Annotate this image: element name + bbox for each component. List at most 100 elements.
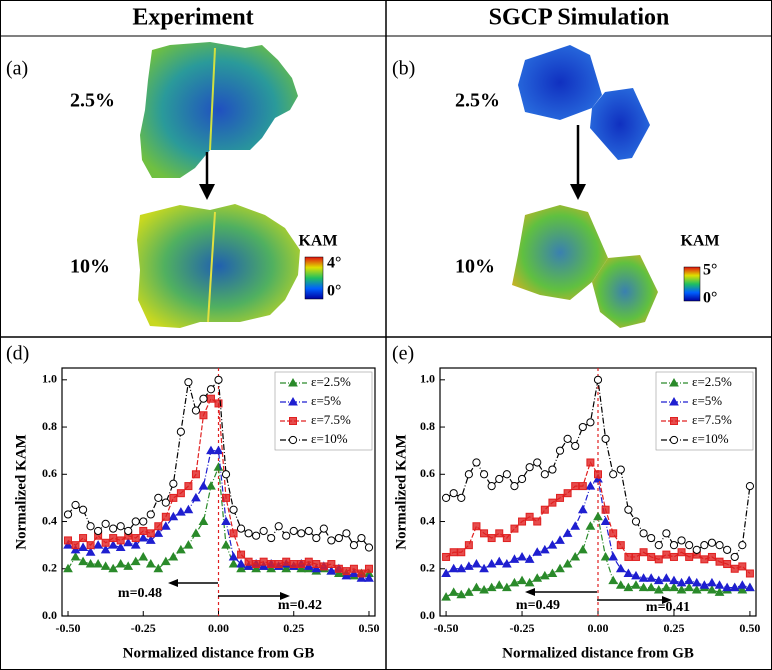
series [64, 394, 373, 578]
data-point [78, 505, 88, 514]
data-point [723, 560, 732, 569]
data-point [539, 570, 550, 580]
data-point [457, 493, 466, 503]
data-point [160, 556, 171, 566]
data-point [502, 470, 511, 479]
data-point [266, 563, 277, 573]
data-point [539, 544, 550, 554]
data-point [289, 560, 298, 569]
data-point [70, 551, 81, 561]
strain-label: 10% [70, 256, 110, 278]
data-point [601, 505, 610, 514]
data-point [78, 542, 88, 552]
data-point [191, 406, 201, 415]
data-point [243, 561, 254, 570]
colorbar-title: KAM [298, 233, 337, 250]
data-point [70, 544, 81, 554]
x-tick-label: 0.00 [588, 621, 609, 635]
data-point [707, 552, 716, 561]
data-point [146, 510, 155, 519]
data-point [631, 517, 641, 526]
data-point [562, 528, 573, 537]
data-point [86, 522, 95, 531]
data-point [662, 550, 671, 559]
data-point [533, 458, 542, 467]
y-axis-label: Normalized KAM [393, 434, 409, 549]
data-point [685, 541, 694, 550]
data-point [94, 526, 103, 536]
data-point [116, 522, 125, 531]
data-point [730, 552, 739, 562]
data-point [146, 529, 155, 538]
data-point [349, 568, 359, 577]
data-point [229, 529, 238, 538]
panel-label: (e) [392, 343, 414, 365]
data-point [251, 563, 261, 573]
data-point [297, 529, 306, 538]
x-tick-label: -0.25 [510, 621, 535, 635]
data-point [130, 556, 141, 566]
data-point [311, 563, 322, 573]
data-point [206, 394, 215, 403]
data-point [471, 582, 482, 592]
data-point [206, 445, 216, 455]
legend-marker [289, 417, 297, 425]
data-point [715, 541, 724, 550]
data-point [669, 575, 679, 585]
data-point [594, 470, 602, 479]
data-point [517, 474, 527, 484]
data-point [108, 540, 119, 549]
data-point [441, 493, 451, 503]
data-point [540, 470, 549, 479]
data-point [93, 540, 103, 549]
legend-marker [670, 417, 678, 425]
y-axis-label: Normalized KAM [13, 434, 29, 549]
data-point [161, 512, 170, 521]
legend-marker [669, 377, 679, 387]
data-point [586, 458, 595, 467]
data-point [267, 533, 276, 543]
data-point [577, 544, 588, 554]
data-point [555, 563, 565, 573]
data-point [139, 517, 148, 526]
data-point [737, 585, 748, 594]
data-point [593, 375, 603, 384]
data-point [472, 458, 481, 467]
data-point [547, 540, 558, 549]
data-point [548, 465, 557, 474]
legend-label: ε=7.5% [311, 412, 351, 427]
data-point [479, 563, 489, 573]
data-point [707, 585, 717, 594]
data-point [457, 548, 466, 557]
data-point [653, 575, 664, 585]
data-point [153, 528, 164, 537]
data-point [669, 552, 678, 561]
data-point [729, 582, 740, 592]
panel-label: (a) [6, 58, 28, 80]
data-point [524, 554, 535, 563]
data-point [63, 510, 73, 519]
data-point [364, 573, 374, 582]
colorbar-min: 0° [327, 283, 341, 300]
data-point [472, 522, 481, 531]
data-point [571, 441, 580, 451]
data-point [289, 526, 298, 536]
data-point [691, 577, 702, 587]
data-point [198, 481, 209, 490]
data-point [71, 541, 80, 550]
data-point [480, 529, 489, 538]
data-point [100, 544, 111, 554]
data-point [677, 536, 686, 545]
data-point [160, 521, 171, 530]
grain-boundary [207, 211, 216, 323]
data-point [738, 541, 747, 550]
legend-label: ε=2.5% [692, 374, 732, 389]
x-tick-label: 0.50 [358, 621, 379, 635]
colorbar-min: 0° [703, 290, 717, 307]
legend-marker [288, 435, 298, 445]
data-point [236, 563, 246, 573]
data-point [259, 557, 268, 566]
data-point [464, 470, 473, 479]
x-tick-label: -0.25 [131, 621, 156, 635]
